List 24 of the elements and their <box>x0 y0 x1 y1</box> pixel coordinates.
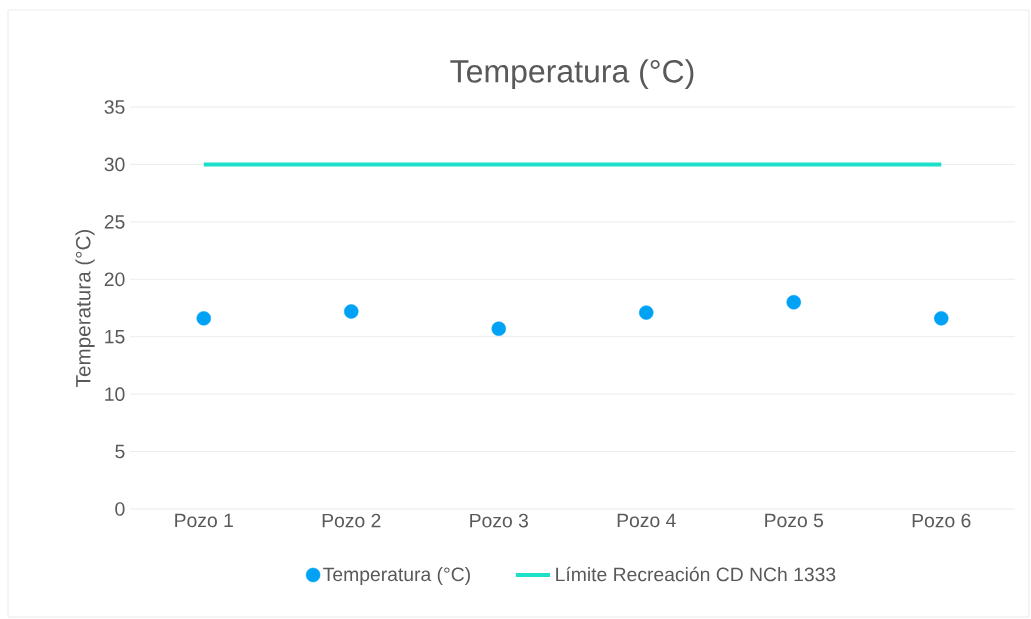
x-tick-label: Pozo 3 <box>470 513 528 528</box>
x-tick-label: Pozo 5 <box>765 513 824 528</box>
point <box>491 321 506 336</box>
y-tick-label: 25 <box>104 215 125 229</box>
y-tick-label: 0 <box>115 502 125 516</box>
legend-label: Límite Recreación CD NCh 1333 <box>556 566 836 582</box>
y-tick-label: 10 <box>105 387 125 401</box>
y-tick-label: 15 <box>105 329 125 344</box>
point <box>344 304 359 319</box>
y-tick-label: 20 <box>104 272 125 287</box>
y-axis-title: Temperatura (°C) <box>75 229 95 387</box>
x-tick-label: Pozo 6 <box>912 513 971 528</box>
point <box>639 305 654 320</box>
y-tick-label: 30 <box>104 157 125 172</box>
y-tick-label: 5 <box>115 444 125 459</box>
chart-title: Temperatura (°C) <box>450 59 694 89</box>
x-tick-label: Pozo 2 <box>322 513 381 528</box>
point <box>786 295 801 310</box>
x-tick-label: Pozo 1 <box>175 513 233 528</box>
point <box>934 311 949 326</box>
legend-label: Temperatura (°C) <box>323 566 470 585</box>
x-tick-label: Pozo 4 <box>617 513 676 528</box>
point <box>196 311 211 326</box>
y-tick-label: 35 <box>104 100 125 114</box>
